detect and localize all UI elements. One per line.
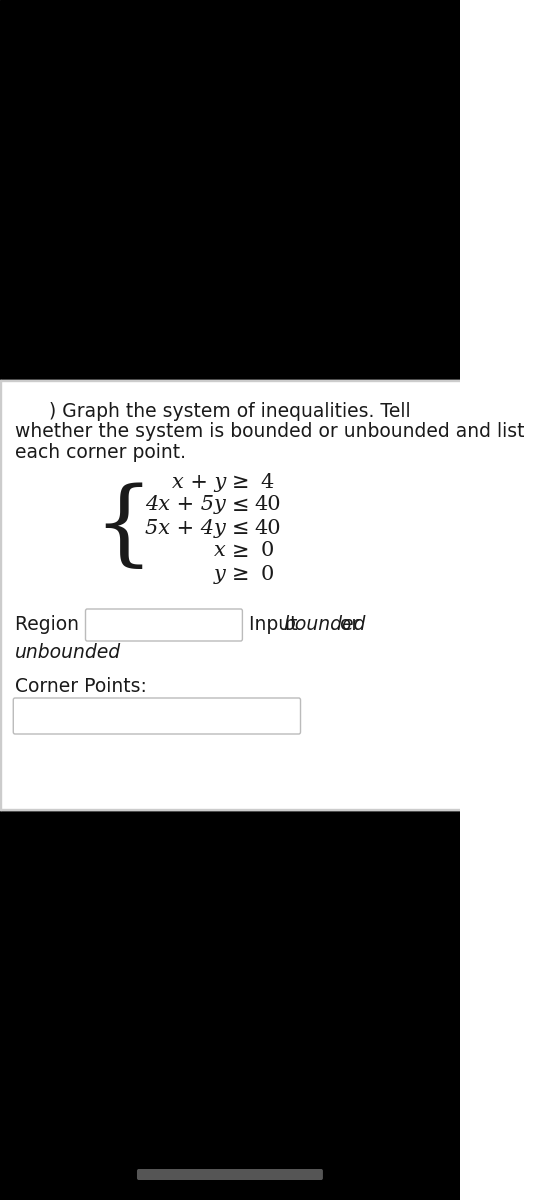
Text: ) Graph the system of inequalities. Tell: ) Graph the system of inequalities. Tell — [49, 402, 411, 421]
Bar — [0, 810, 460, 1200]
Text: ≥: ≥ — [232, 541, 249, 560]
Text: ≤: ≤ — [232, 494, 249, 515]
Text: Input: Input — [249, 616, 304, 635]
Text: ≥: ≥ — [232, 564, 249, 584]
FancyBboxPatch shape — [13, 698, 300, 734]
Text: or: or — [334, 616, 359, 635]
Bar — [0, 0, 460, 380]
Text: bounded: bounded — [283, 616, 366, 635]
Text: whether the system is bounded or unbounded and list: whether the system is bounded or unbound… — [15, 422, 525, 440]
Text: 5x + 4y: 5x + 4y — [145, 518, 226, 538]
Text: x + y: x + y — [172, 473, 226, 492]
Text: Region is:: Region is: — [15, 616, 106, 635]
Text: 40: 40 — [254, 518, 281, 538]
Text: 0: 0 — [260, 541, 274, 560]
Text: ≤: ≤ — [232, 518, 249, 538]
Text: x: x — [214, 541, 226, 560]
Text: 4x + 5y: 4x + 5y — [145, 496, 226, 515]
Text: y: y — [214, 564, 226, 583]
Text: ≥: ≥ — [232, 472, 249, 492]
Text: 0: 0 — [260, 564, 274, 583]
Text: Corner Points:: Corner Points: — [15, 678, 147, 696]
Text: each corner point.: each corner point. — [15, 443, 186, 462]
Bar — [0, 380, 460, 810]
Text: 40: 40 — [254, 496, 281, 515]
FancyBboxPatch shape — [137, 1169, 323, 1180]
Bar — [0, 380, 1, 810]
Text: unbounded: unbounded — [15, 642, 121, 661]
Text: 4: 4 — [261, 473, 274, 492]
FancyBboxPatch shape — [85, 608, 243, 641]
Text: {: { — [93, 482, 153, 572]
